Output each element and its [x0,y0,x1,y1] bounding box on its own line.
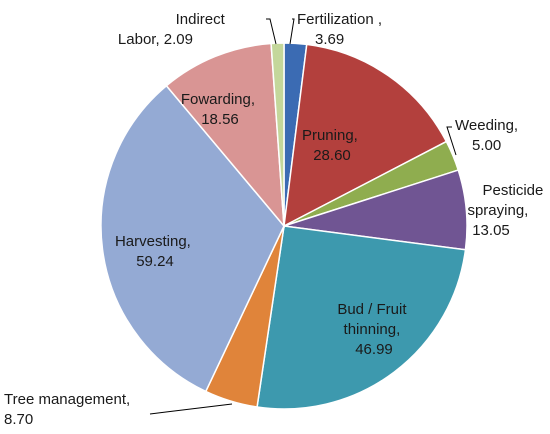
leader-indirect-labor [266,18,277,45]
label-tree-management: Tree management, 8.70 [4,391,134,428]
label-bud-fruit-thinning: Bud / Fruit thinning, 46.99 [337,301,410,358]
pie-slice-pruning [283,43,448,228]
leader-lines [149,18,457,415]
label-pruning: Pruning, 28.60 [302,127,362,164]
pie-slices [100,42,468,410]
leader-fertilization [289,18,295,45]
label-fowarding: Fowarding, 18.56 [181,91,259,128]
leader-weeding [446,126,457,156]
pie-slice-bud-fruit-thinning [256,225,467,410]
label-fertilization: Fertilization , 3.69 [297,11,386,48]
leader-tree-management [149,403,233,415]
pie-slice-indirect-labor [270,42,285,227]
pie-slice-harvesting [100,84,285,393]
slice-labels: Fertilization , 3.69 Pruning, 28.60 Weed… [4,11,547,428]
label-indirect-labor: Indirect Labor, 2.09 [118,11,229,48]
label-harvesting: Harvesting, 59.24 [115,233,195,270]
label-weeding: Weeding, 5.00 [455,117,522,154]
pie-slice-fowarding [165,42,285,229]
label-pesticide-spraying: Pesticide spraying, 13.05 [467,182,547,239]
